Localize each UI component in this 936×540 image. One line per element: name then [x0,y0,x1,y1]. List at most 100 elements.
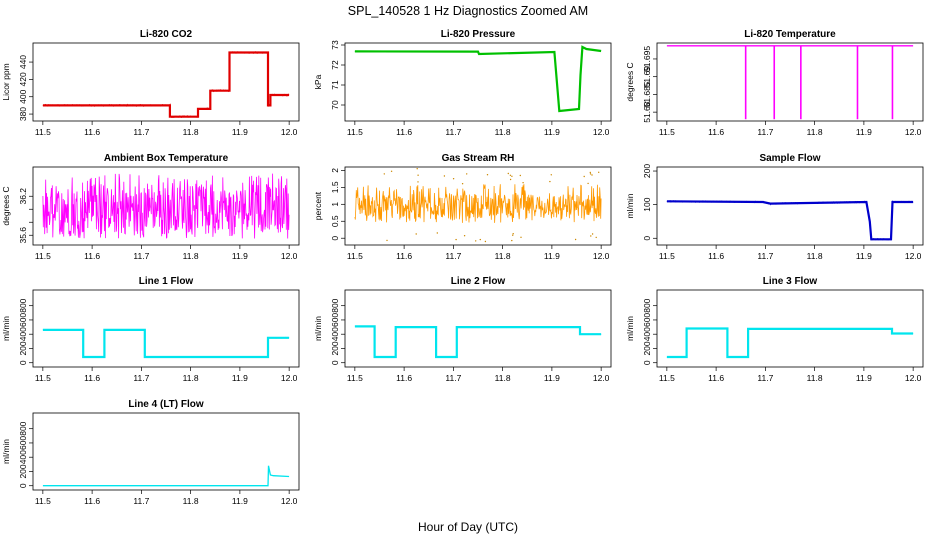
x-tick-label: 11.6 [84,496,100,506]
panel-title: Gas Stream RH [442,153,515,164]
y-tick-label: 800 [18,421,28,435]
series-point [587,182,589,185]
plot-frame [344,42,612,122]
plot-frame [656,42,924,122]
plot-frame [32,289,300,368]
y-tick-label: 0 [18,483,28,488]
panel-title: Line 1 Flow [139,276,194,287]
x-tick-label: 12.0 [593,251,610,261]
x-tick-label: 11.6 [84,251,100,261]
x-tick-label: 11.6 [84,373,100,383]
series-point [443,175,446,177]
x-tick-label: 11.5 [35,251,51,261]
x-tick-label: 12.0 [593,373,610,383]
x-tick-label: 11.9 [856,127,872,137]
y-axis-label: ml/min [1,439,11,464]
x-tick-label: 11.8 [495,251,511,261]
x-tick-label: 11.9 [544,127,560,137]
x-tick-label: 11.8 [807,251,823,261]
y-tick-label: 51.685 [642,81,652,107]
plot-frame [344,166,612,246]
panel-title: Line 2 Flow [451,276,506,287]
x-tick-label: 12.0 [281,127,298,137]
panel-co2: Li-820 CO2 11.5 11.6 11.7 11.8 11.9 12.0 380 400… [1,29,300,137]
series-ambient [42,173,290,239]
y-tick-label: 70 [330,100,340,110]
x-tick-label: 11.6 [84,127,100,137]
x-tick-label: 11.9 [232,496,248,506]
y-tick-label: 600 [330,313,340,327]
x-tick-label: 11.5 [659,373,675,383]
series-co2 [42,51,290,118]
x-tick-label: 11.5 [347,373,363,383]
x-tick-label: 11.8 [183,127,199,137]
panel-title: Li-820 Temperature [744,29,836,40]
series-point [390,170,393,172]
x-tick-label: 11.7 [757,251,773,261]
series-point [455,238,457,241]
series-point [461,183,464,185]
y-tick-label: 400 [330,327,340,341]
y-tick-label: 100 [642,197,652,211]
series-point [452,178,455,180]
series-point [484,240,487,243]
series-point [417,174,419,176]
x-tick-label: 11.6 [708,373,724,383]
series-line1 [42,328,290,359]
x-tick-label: 11.8 [495,127,511,137]
series-point [479,238,481,241]
x-tick-label: 11.9 [232,251,248,261]
y-tick-label: 36.2 [18,188,28,205]
plot-frame [32,166,300,246]
series-point [511,175,513,177]
series-point [590,235,592,237]
y-axis-label: percent [313,191,323,220]
plot-frame [32,42,300,122]
x-tick-label: 11.7 [445,127,461,137]
panel-title: Li-820 CO2 [140,29,193,40]
y-tick-label: 200 [18,464,28,478]
series-point [519,174,521,177]
y-tick-label: 73 [330,40,340,50]
y-tick-label: 0 [330,236,340,241]
x-tick-label: 11.6 [396,251,412,261]
x-tick-label: 11.5 [659,127,675,137]
panel-title: Ambient Box Temperature [104,153,229,164]
y-tick-label: 0 [642,360,652,365]
y-tick-label: 2 [330,168,340,173]
x-tick-label: 11.6 [708,127,724,137]
series-noise [354,46,602,112]
series-noise [666,327,914,358]
y-axis-label: Licor ppm [1,63,11,100]
series-point [386,239,388,242]
series-point [463,235,466,237]
panel-line4: Line 4 (LT) Flow 11.5 11.6 11.7 11.8 11.9 12.0… [1,399,300,506]
x-tick-label: 11.9 [232,373,248,383]
y-tick-label: 200 [330,341,340,355]
plot-frame [344,289,612,368]
x-tick-label: 11.7 [133,127,149,137]
y-tick-label: 400 [18,450,28,464]
series-point [512,234,514,236]
y-tick-label: 400 [18,327,28,341]
y-tick-label: 200 [18,341,28,355]
y-tick-label: 72 [330,60,340,70]
x-tick-label: 11.8 [807,127,823,137]
x-tick-label: 12.0 [281,251,298,261]
series-point [589,171,591,174]
y-tick-label: 71 [330,80,340,90]
y-tick-label: 800 [642,298,652,312]
series-line3 [666,327,914,359]
panel-sample: Sample Flow 11.5 11.6 11.7 11.8 11.9 12.0 0 100 2… [625,153,924,261]
y-axis-label: ml/min [625,316,635,341]
x-tick-label: 11.7 [757,127,773,137]
series-point [549,180,551,183]
series-noise [354,325,602,358]
x-tick-label: 11.5 [35,127,51,137]
x-tick-label: 11.9 [544,373,560,383]
x-tick-label: 11.8 [495,373,511,383]
series-point [522,182,524,184]
x-tick-label: 11.5 [35,373,51,383]
